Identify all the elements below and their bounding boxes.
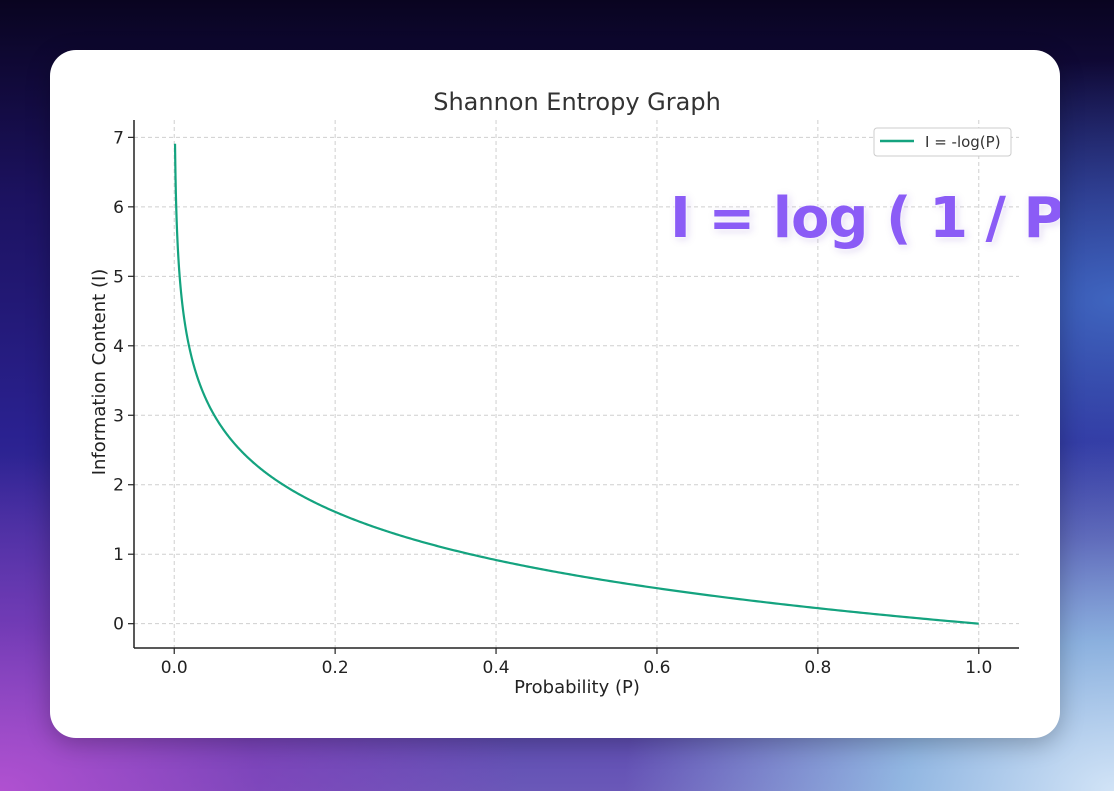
y-tick-label: 4 [113,337,124,357]
axes [133,120,1019,649]
grid [134,120,1019,648]
x-tick-label: 1.0 [965,658,992,678]
series-line [173,142,979,625]
legend-label: I = -log(P) [925,133,1001,151]
y-ticks: 0 1 2 3 4 5 6 7 [113,128,134,635]
plot-lines [173,142,979,625]
x-ticks: 0.0 0.2 0.4 0.6 0.8 1.0 [161,648,992,678]
y-tick-label: 3 [113,406,124,426]
y-tick-label: 5 [113,267,124,287]
chart-title: Shannon Entropy Graph [433,88,721,116]
y-tick-label: 0 [113,615,124,635]
x-tick-label: 0.0 [161,658,188,678]
y-tick-label: 2 [113,476,124,496]
x-tick-label: 0.4 [483,658,510,678]
chart-svg: Shannon Entropy Graph 0.0 0.2 0.4 0.6 0.8 1.0… [89,88,1019,698]
y-axis-label: Information Content (I) [89,269,110,476]
x-axis-label: Probability (P) [514,677,640,698]
formula-annotation: I = log ( 1 / P ) [670,186,1060,251]
chart-card: Shannon Entropy Graph 0.0 0.2 0.4 0.6 0.8 1.0… [50,50,1060,738]
x-tick-label: 0.2 [322,658,349,678]
y-tick-label: 7 [113,128,124,148]
y-tick-label: 6 [113,198,124,218]
legend-box [873,127,1012,157]
x-tick-label: 0.6 [643,658,670,678]
x-tick-label: 0.8 [804,658,831,678]
y-tick-label: 1 [113,545,124,565]
legend: I = -log(P) [873,127,1012,157]
